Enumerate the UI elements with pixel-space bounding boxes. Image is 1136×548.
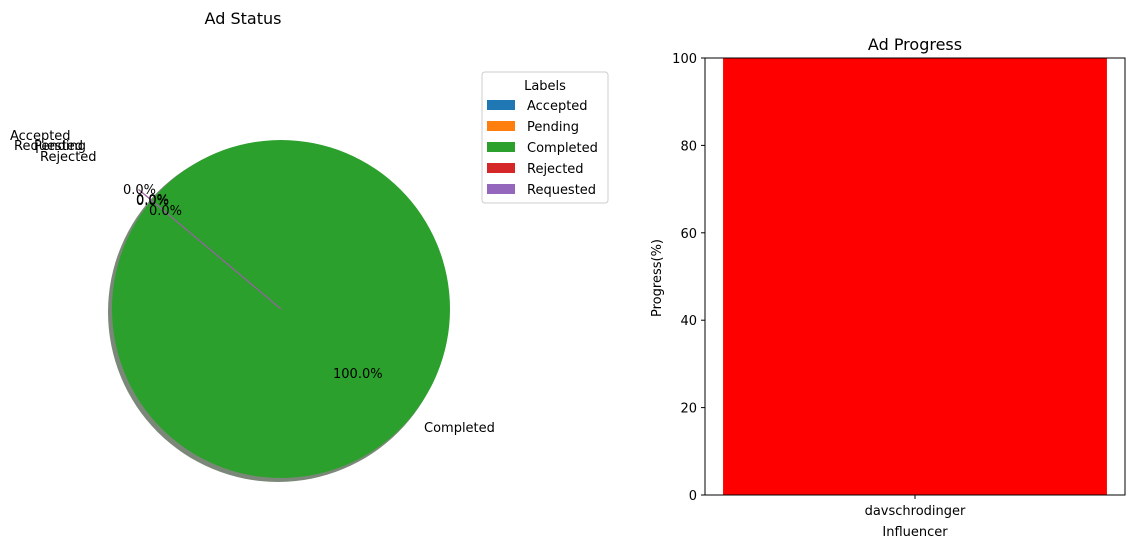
pie-slice-requested	[138, 189, 282, 310]
pie-legend: Labels Accepted Pending Completed Rejected R…	[481, 71, 609, 204]
bar-davschrodinger	[723, 58, 1107, 495]
pie-pct-label: 100.0%	[333, 367, 383, 382]
bar-title: Ad Progress	[868, 35, 962, 54]
y-tick-label: 0	[689, 489, 697, 504]
legend-entry-pending: Pending	[527, 120, 579, 135]
y-tick-label: 80	[680, 139, 697, 154]
pie-chart: Ad Status Accepted 0.0% Pending 0.0% Complet…	[10, 9, 609, 482]
bar-plot-area	[723, 58, 1107, 495]
pie-title: Ad Status	[205, 9, 282, 28]
y-axis-label: Progress(%)	[650, 239, 665, 317]
x-axis-label: Influencer	[882, 525, 948, 540]
pie-label-pending: Pending	[34, 139, 86, 154]
legend-entry-requested: Requested	[527, 183, 596, 198]
pie-pct-label: 0.0%	[123, 183, 156, 198]
legend-entry-completed: Completed	[527, 141, 598, 156]
pie-label-accepted: Accepted	[10, 129, 71, 144]
legend-entries: Accepted Pending Completed Rejected Requeste…	[487, 99, 598, 198]
legend-entry-rejected: Rejected	[527, 162, 584, 177]
legend-title: Labels	[524, 79, 566, 94]
legend-swatch	[487, 142, 515, 152]
x-tick-label: davschrodinger	[865, 504, 966, 519]
y-tick-label: 100	[672, 52, 697, 67]
pie-label-completed: Completed	[424, 421, 495, 436]
pie-plot: Accepted 0.0% Pending 0.0% Completed 100.0% Re…	[10, 129, 495, 482]
legend-swatch	[487, 184, 515, 194]
legend-entry-accepted: Accepted	[527, 99, 588, 114]
pie-pct-label: 0.0%	[149, 204, 182, 219]
y-tick-label: 20	[680, 402, 697, 417]
legend-swatch	[487, 163, 515, 173]
pie-pct-label: 0.0%	[136, 193, 169, 208]
legend-swatch	[487, 100, 515, 110]
y-tick-label: 40	[680, 314, 697, 329]
plot-frame	[704, 57, 1126, 496]
pie-label-requested: Requested	[14, 139, 83, 154]
pie-pct-label: 0.0%	[136, 194, 169, 209]
y-axis-ticks: 0 20 40 60 80 100	[672, 52, 705, 504]
y-tick-label: 60	[680, 227, 697, 242]
pie-label-rejected: Rejected	[40, 150, 97, 165]
x-axis-ticks: davschrodinger	[865, 495, 966, 519]
legend-swatch	[487, 121, 515, 131]
